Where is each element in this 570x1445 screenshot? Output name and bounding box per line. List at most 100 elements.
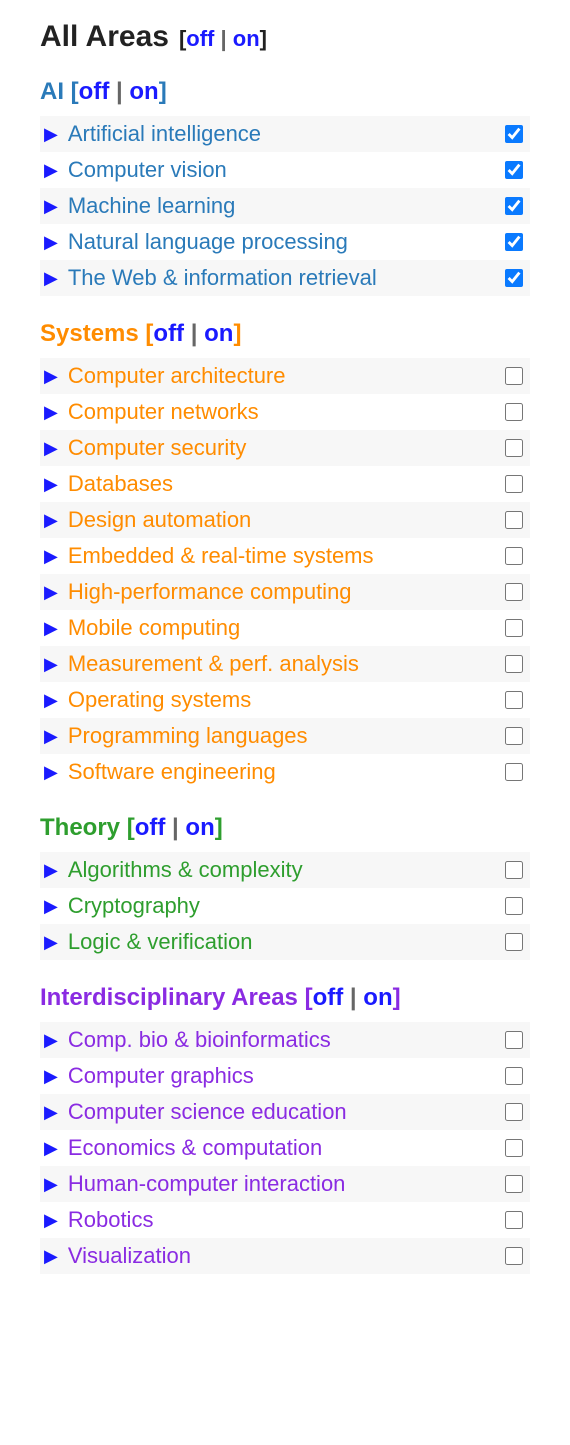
- expand-icon[interactable]: ▶: [44, 402, 58, 423]
- area-label[interactable]: Design automation: [68, 507, 497, 533]
- expand-icon[interactable]: ▶: [44, 1246, 58, 1267]
- expand-icon[interactable]: ▶: [44, 1030, 58, 1051]
- expand-icon[interactable]: ▶: [44, 268, 58, 289]
- area-label[interactable]: Software engineering: [68, 759, 497, 785]
- area-checkbox[interactable]: [505, 1247, 523, 1265]
- area-checkbox[interactable]: [505, 727, 523, 745]
- expand-icon[interactable]: ▶: [44, 232, 58, 253]
- bracket-open: [: [71, 78, 79, 105]
- area-label[interactable]: Computer science education: [68, 1099, 497, 1125]
- area-checkbox[interactable]: [505, 897, 523, 915]
- area-checkbox[interactable]: [505, 403, 523, 421]
- area-label[interactable]: Embedded & real-time systems: [68, 543, 497, 569]
- area-checkbox[interactable]: [505, 583, 523, 601]
- area-label[interactable]: High-performance computing: [68, 579, 497, 605]
- expand-icon[interactable]: ▶: [44, 1102, 58, 1123]
- area-checkbox[interactable]: [505, 475, 523, 493]
- expand-icon[interactable]: ▶: [44, 618, 58, 639]
- expand-icon[interactable]: ▶: [44, 654, 58, 675]
- area-label[interactable]: Artificial intelligence: [68, 121, 497, 147]
- area-checkbox[interactable]: [505, 1103, 523, 1121]
- area-label[interactable]: Programming languages: [68, 723, 497, 749]
- expand-icon[interactable]: ▶: [44, 1210, 58, 1231]
- area-row: ▶ Visualization: [40, 1238, 530, 1274]
- expand-icon[interactable]: ▶: [44, 896, 58, 917]
- area-checkbox[interactable]: [505, 439, 523, 457]
- all-on-link[interactable]: on: [233, 26, 260, 51]
- group-rows-systems: ▶ Computer architecture ▶ Computer networks…: [40, 358, 530, 790]
- group-on-link-inter[interactable]: on: [363, 984, 392, 1011]
- area-checkbox[interactable]: [505, 125, 523, 143]
- area-checkbox[interactable]: [505, 1175, 523, 1193]
- expand-icon[interactable]: ▶: [44, 438, 58, 459]
- area-checkbox[interactable]: [505, 691, 523, 709]
- expand-icon[interactable]: ▶: [44, 1174, 58, 1195]
- group-on-link-ai[interactable]: on: [129, 78, 158, 105]
- area-label[interactable]: Robotics: [68, 1207, 497, 1233]
- area-row: ▶ Embedded & real-time systems: [40, 538, 530, 574]
- area-label[interactable]: Logic & verification: [68, 929, 497, 955]
- area-checkbox[interactable]: [505, 233, 523, 251]
- area-checkbox[interactable]: [505, 655, 523, 673]
- area-label[interactable]: Visualization: [68, 1243, 497, 1269]
- area-checkbox[interactable]: [505, 619, 523, 637]
- area-label[interactable]: Computer security: [68, 435, 497, 461]
- expand-icon[interactable]: ▶: [44, 196, 58, 217]
- expand-icon[interactable]: ▶: [44, 1066, 58, 1087]
- expand-icon[interactable]: ▶: [44, 726, 58, 747]
- expand-icon[interactable]: ▶: [44, 366, 58, 387]
- area-label[interactable]: Cryptography: [68, 893, 497, 919]
- area-label[interactable]: Economics & computation: [68, 1135, 497, 1161]
- area-label[interactable]: Mobile computing: [68, 615, 497, 641]
- area-label[interactable]: Computer vision: [68, 157, 497, 183]
- expand-icon[interactable]: ▶: [44, 582, 58, 603]
- group-title: Theory: [40, 814, 120, 841]
- area-row: ▶ Programming languages: [40, 718, 530, 754]
- area-row: ▶ Human-computer interaction: [40, 1166, 530, 1202]
- group-on-link-systems[interactable]: on: [204, 320, 233, 347]
- group-on-link-theory[interactable]: on: [185, 814, 214, 841]
- area-label[interactable]: Machine learning: [68, 193, 497, 219]
- area-checkbox[interactable]: [505, 511, 523, 529]
- expand-icon[interactable]: ▶: [44, 510, 58, 531]
- expand-icon[interactable]: ▶: [44, 124, 58, 145]
- area-checkbox[interactable]: [505, 197, 523, 215]
- area-label[interactable]: Computer graphics: [68, 1063, 497, 1089]
- title-row: All Areas [off | on]: [40, 20, 530, 54]
- area-checkbox[interactable]: [505, 861, 523, 879]
- area-checkbox[interactable]: [505, 1031, 523, 1049]
- area-checkbox[interactable]: [505, 1067, 523, 1085]
- area-label[interactable]: The Web & information retrieval: [68, 265, 497, 291]
- group-off-link-inter[interactable]: off: [313, 984, 344, 1011]
- expand-icon[interactable]: ▶: [44, 546, 58, 567]
- area-checkbox[interactable]: [505, 269, 523, 287]
- expand-icon[interactable]: ▶: [44, 1138, 58, 1159]
- group-off-link-systems[interactable]: off: [153, 320, 184, 347]
- area-label[interactable]: Computer networks: [68, 399, 497, 425]
- area-checkbox[interactable]: [505, 933, 523, 951]
- area-label[interactable]: Natural language processing: [68, 229, 497, 255]
- area-label[interactable]: Databases: [68, 471, 497, 497]
- area-checkbox[interactable]: [505, 763, 523, 781]
- area-label[interactable]: Measurement & perf. analysis: [68, 651, 497, 677]
- expand-icon[interactable]: ▶: [44, 932, 58, 953]
- expand-icon[interactable]: ▶: [44, 690, 58, 711]
- group-off-link-theory[interactable]: off: [135, 814, 166, 841]
- expand-icon[interactable]: ▶: [44, 762, 58, 783]
- all-off-link[interactable]: off: [186, 26, 214, 51]
- bracket-open: [: [305, 984, 313, 1011]
- area-label[interactable]: Computer architecture: [68, 363, 497, 389]
- area-label[interactable]: Comp. bio & bioinformatics: [68, 1027, 497, 1053]
- area-label[interactable]: Human-computer interaction: [68, 1171, 497, 1197]
- expand-icon[interactable]: ▶: [44, 160, 58, 181]
- expand-icon[interactable]: ▶: [44, 860, 58, 881]
- group-off-link-ai[interactable]: off: [79, 78, 110, 105]
- area-checkbox[interactable]: [505, 367, 523, 385]
- expand-icon[interactable]: ▶: [44, 474, 58, 495]
- area-checkbox[interactable]: [505, 1139, 523, 1157]
- area-label[interactable]: Operating systems: [68, 687, 497, 713]
- area-checkbox[interactable]: [505, 161, 523, 179]
- area-checkbox[interactable]: [505, 547, 523, 565]
- area-label[interactable]: Algorithms & complexity: [68, 857, 497, 883]
- area-checkbox[interactable]: [505, 1211, 523, 1229]
